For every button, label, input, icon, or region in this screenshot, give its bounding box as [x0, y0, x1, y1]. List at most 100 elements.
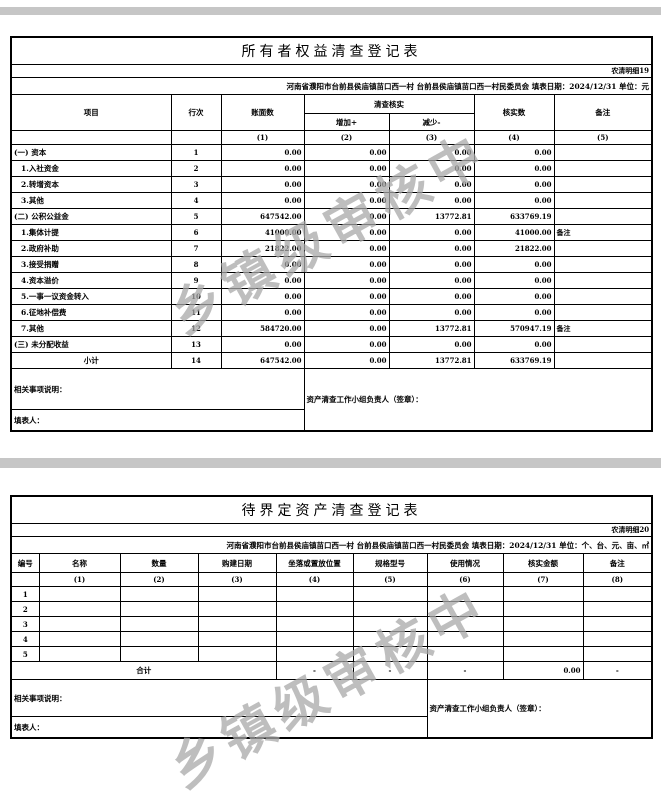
value-cell-4: 633769.19	[473, 352, 555, 369]
table-row: 2.政府补助 7 21822.00 0.00 0.00 21822.00	[10, 240, 653, 257]
empty-cell-5	[352, 631, 428, 647]
value-cell-3: 0.00	[388, 160, 475, 177]
value-cell-2: 0.00	[303, 240, 390, 257]
value-cell-4: 0.00	[473, 336, 555, 353]
value-cell-1: 0.00	[220, 256, 305, 273]
value-cell-3: 13772.81	[388, 352, 475, 369]
empty-cell-6	[426, 616, 504, 632]
value-cell-4: 0.00	[473, 176, 555, 193]
value-cell-4: 0.00	[473, 304, 555, 321]
table-row: 7.其他 12 584720.00 0.00 13772.81 570947.19 备注	[10, 320, 653, 337]
signer-label: 资产清查工作小组负责人（签章）：	[303, 368, 653, 432]
equity-form-header-group: 所有者权益清查登记表 农清明细19 河南省濮阳市台前县侯庙镇苗口西一村 台前县侯…	[10, 36, 653, 145]
item-cell: (一) 资本	[10, 144, 172, 161]
item-cell: 3.接受捐赠	[10, 256, 172, 273]
col-number: (5)	[553, 130, 653, 145]
value-cell-3: 0.00	[388, 224, 475, 241]
empty-cell-7	[502, 616, 584, 632]
line-no-cell: 13	[170, 336, 222, 353]
empty-cell-4	[275, 586, 354, 602]
form-info-line: 河南省濮阳市台前县侯庙镇苗口西一村 台前县侯庙镇苗口西一村民委员会 填表日期：2…	[10, 536, 653, 554]
remark-cell	[553, 352, 653, 369]
form-title-row: 所有者权益清查登记表	[10, 36, 653, 65]
form-code-row: 农清明细20	[10, 523, 653, 537]
table-row: (一) 资本 1 0.00 0.00 0.00 0.00	[10, 144, 653, 161]
equity-form-footer-group: 相关事项说明： 资产清查工作小组负责人（签章）： 填表人：	[10, 368, 653, 432]
item-cell: 3.其他	[10, 192, 172, 209]
value-cell-1: 584720.00	[220, 320, 305, 337]
value-cell-3: 0.00	[388, 240, 475, 257]
item-cell: 5.一事一议资金转入	[10, 288, 172, 305]
value-cell-2: 0.00	[303, 256, 390, 273]
line-no-cell: 6	[170, 224, 222, 241]
col-header-book-value: 账面数	[220, 94, 305, 131]
preparer-label: 填表人：	[10, 716, 428, 739]
col-number: (1)	[220, 130, 305, 145]
item-cell: (三) 未分配收益	[10, 336, 172, 353]
table-row: 1.入社资金 2 0.00 0.00 0.00 0.00	[10, 160, 653, 177]
column-header-row: 编号 名称 数量 购建日期 坐落或置放位置 规格型号 使用情况 核实金额 备注	[10, 553, 653, 573]
value-cell-2: 0.00	[303, 304, 390, 321]
pending-assets-form-table: 待界定资产清查登记表 农清明细20 河南省濮阳市台前县侯庙镇苗口西一村 台前县侯…	[10, 495, 654, 739]
value-cell-3: 0.00	[388, 176, 475, 193]
row-number-cell: 3	[10, 616, 40, 632]
col-header-verified: 核实数	[473, 94, 555, 131]
col-header-item: 项目	[10, 94, 172, 131]
value-cell-4: 21822.00	[473, 240, 555, 257]
col-number: (4)	[473, 130, 555, 145]
item-cell: 2.转增资本	[10, 176, 172, 193]
row-number-cell: 2	[10, 601, 40, 617]
value-cell-2: 0.00	[303, 144, 390, 161]
form-info-line: 河南省濮阳市台前县侯庙镇苗口西一村 台前县侯庙镇苗口西一村民委员会 填表日期：2…	[10, 77, 653, 95]
value-cell-2: 0.00	[303, 352, 390, 369]
col-header-check: 清查核实	[303, 94, 475, 114]
remark-cell	[553, 176, 653, 193]
table-row: 6.征地补偿费 11 0.00 0.00 0.00 0.00	[10, 304, 653, 321]
col-header: 规格型号	[352, 553, 428, 573]
table-row: 5	[10, 646, 653, 662]
total-row: 合计 - - - 0.00 -	[10, 661, 653, 680]
value-cell-1: 0.00	[220, 336, 305, 353]
col-header: 编号	[10, 553, 40, 573]
empty-cell-6	[426, 646, 504, 662]
value-cell-1: 21822.00	[220, 240, 305, 257]
empty-cell-2	[119, 646, 199, 662]
line-no-cell: 11	[170, 304, 222, 321]
value-cell-4: 0.00	[473, 288, 555, 305]
value-cell-1: 0.00	[220, 160, 305, 177]
line-no-cell: 7	[170, 240, 222, 257]
value-cell-2: 0.00	[303, 160, 390, 177]
row-number-cell: 1	[10, 586, 40, 602]
value-cell-3: 0.00	[388, 192, 475, 209]
empty-cell-5	[352, 646, 428, 662]
preparer-label: 填表人：	[10, 409, 305, 432]
table-row: 2	[10, 601, 653, 617]
item-cell: 7.其他	[10, 320, 172, 337]
item-cell: 小计	[10, 352, 172, 369]
item-cell: 1.入社资金	[10, 160, 172, 177]
empty-cell-8	[582, 601, 653, 617]
total-verified-amount: 0.00	[502, 661, 584, 680]
value-cell-4: 0.00	[473, 256, 555, 273]
col-header-decrease: 减少-	[388, 113, 475, 131]
column-number-row: (1) (2) (3) (4) (5) (6) (7) (8)	[10, 572, 653, 587]
empty-cell-4	[275, 616, 354, 632]
col-number-blank	[10, 130, 172, 145]
table-row: 1.集体计提 6 41000.00 0.00 0.00 41000.00 备注	[10, 224, 653, 241]
item-cell: 4.资本溢价	[10, 272, 172, 289]
value-cell-2: 0.00	[303, 208, 390, 225]
notes-row: 相关事项说明： 资产清查工作小组负责人（签章）：	[10, 679, 653, 739]
value-cell-4: 0.00	[473, 144, 555, 161]
value-cell-2: 0.00	[303, 320, 390, 337]
empty-cell-3	[197, 586, 277, 602]
value-cell-1: 0.00	[220, 192, 305, 209]
value-cell-4: 0.00	[473, 192, 555, 209]
remark-cell	[553, 160, 653, 177]
col-number: (3)	[388, 130, 475, 145]
notes-row: 相关事项说明： 资产清查工作小组负责人（签章）：	[10, 368, 653, 432]
col-header: 坐落或置放位置	[275, 553, 354, 573]
line-no-cell: 4	[170, 192, 222, 209]
table-row: 4.资本溢价 9 0.00 0.00 0.00 0.00	[10, 272, 653, 289]
item-cell: 2.政府补助	[10, 240, 172, 257]
item-cell: (二) 公积公益金	[10, 208, 172, 225]
